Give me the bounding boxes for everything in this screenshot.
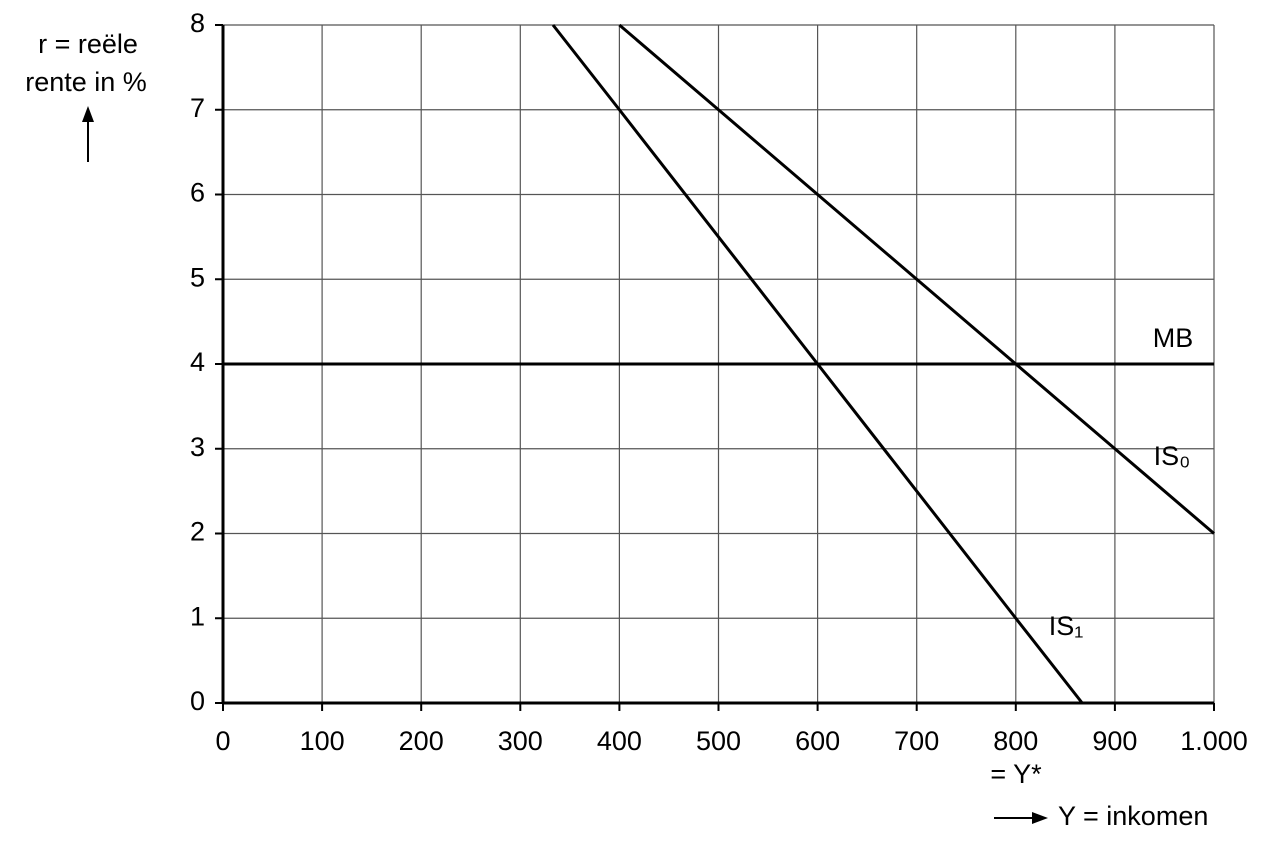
series-line bbox=[551, 24, 1084, 704]
y-tick-label: 6 bbox=[190, 178, 205, 208]
y-tick-label: 0 bbox=[190, 686, 205, 716]
x-tick-label: 300 bbox=[498, 726, 543, 756]
x-tick-label: 400 bbox=[597, 726, 642, 756]
y-tick-label: 4 bbox=[190, 347, 205, 377]
y-tick-label: 5 bbox=[190, 262, 205, 292]
y-axis-label: rente in % bbox=[25, 67, 147, 97]
x-tick-label: 0 bbox=[215, 726, 230, 756]
x-tick-label: 500 bbox=[696, 726, 741, 756]
x-tick-label: 600 bbox=[795, 726, 840, 756]
y-axis-label: r = reële bbox=[38, 29, 138, 59]
series-label: IS₁ bbox=[1049, 611, 1084, 641]
y-tick-label: 7 bbox=[190, 93, 205, 123]
y-tick-label: 8 bbox=[190, 8, 205, 38]
x-tick-label: 700 bbox=[894, 726, 939, 756]
y-tick-label: 2 bbox=[190, 517, 205, 547]
y-tick-label: 3 bbox=[190, 432, 205, 462]
x-arrow-head bbox=[1032, 812, 1048, 824]
x-tick-label: 100 bbox=[300, 726, 345, 756]
x-axis-label: Y = inkomen bbox=[1058, 801, 1208, 831]
series-label: MB bbox=[1153, 323, 1194, 353]
annotation: = Y* bbox=[990, 759, 1042, 789]
y-tick-label: 1 bbox=[190, 601, 205, 631]
x-tick-label: 200 bbox=[399, 726, 444, 756]
x-tick-label: 900 bbox=[1092, 726, 1137, 756]
series-line bbox=[618, 23, 1215, 535]
series-label: IS₀ bbox=[1154, 441, 1191, 471]
y-arrow-head bbox=[82, 106, 94, 122]
x-tick-label: 800 bbox=[993, 726, 1038, 756]
x-tick-label: 1.000 bbox=[1180, 726, 1248, 756]
